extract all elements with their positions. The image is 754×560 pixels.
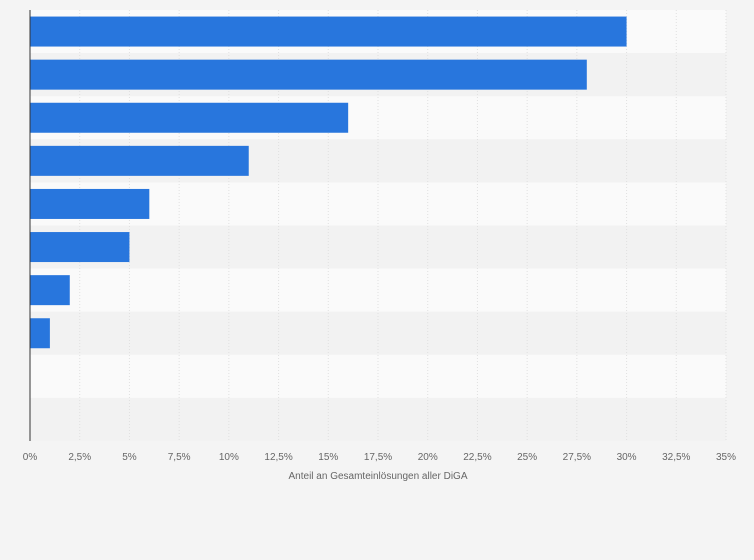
x-tick-label: 32,5% [662, 452, 690, 463]
x-tick-label: 7,5% [168, 452, 191, 463]
x-tick-label: 15% [318, 452, 338, 463]
bar [30, 102, 349, 133]
x-tick-label: 27,5% [563, 452, 591, 463]
x-tick-label: 2,5% [68, 452, 91, 463]
x-tick-labels: 0% 2,5% 5% 7,5% 10% 12,5% 15% 17,5% 20% 22,5% 25% 2… [23, 452, 736, 463]
x-tick-label: 0% [23, 452, 38, 463]
bar [30, 318, 50, 349]
x-tick-label: 22,5% [463, 452, 491, 463]
row-band [30, 268, 726, 312]
bar [30, 275, 70, 306]
x-tick-label: 12,5% [264, 452, 292, 463]
row-band [30, 397, 726, 441]
x-tick-label: 30% [617, 452, 637, 463]
bar [30, 188, 150, 219]
row-band [30, 311, 726, 355]
x-tick-label: 17,5% [364, 452, 392, 463]
bar [30, 16, 627, 47]
bar [30, 59, 587, 90]
x-tick-label: 5% [122, 452, 137, 463]
bar [30, 232, 130, 263]
x-tick-label: 35% [716, 452, 736, 463]
bars [30, 16, 627, 349]
x-tick-label: 25% [517, 452, 537, 463]
x-tick-label: 10% [219, 452, 239, 463]
x-axis-title: Anteil an Gesamteinlösungen aller DiGA [289, 471, 468, 482]
x-tick-label: 20% [418, 452, 438, 463]
bar [30, 145, 249, 176]
